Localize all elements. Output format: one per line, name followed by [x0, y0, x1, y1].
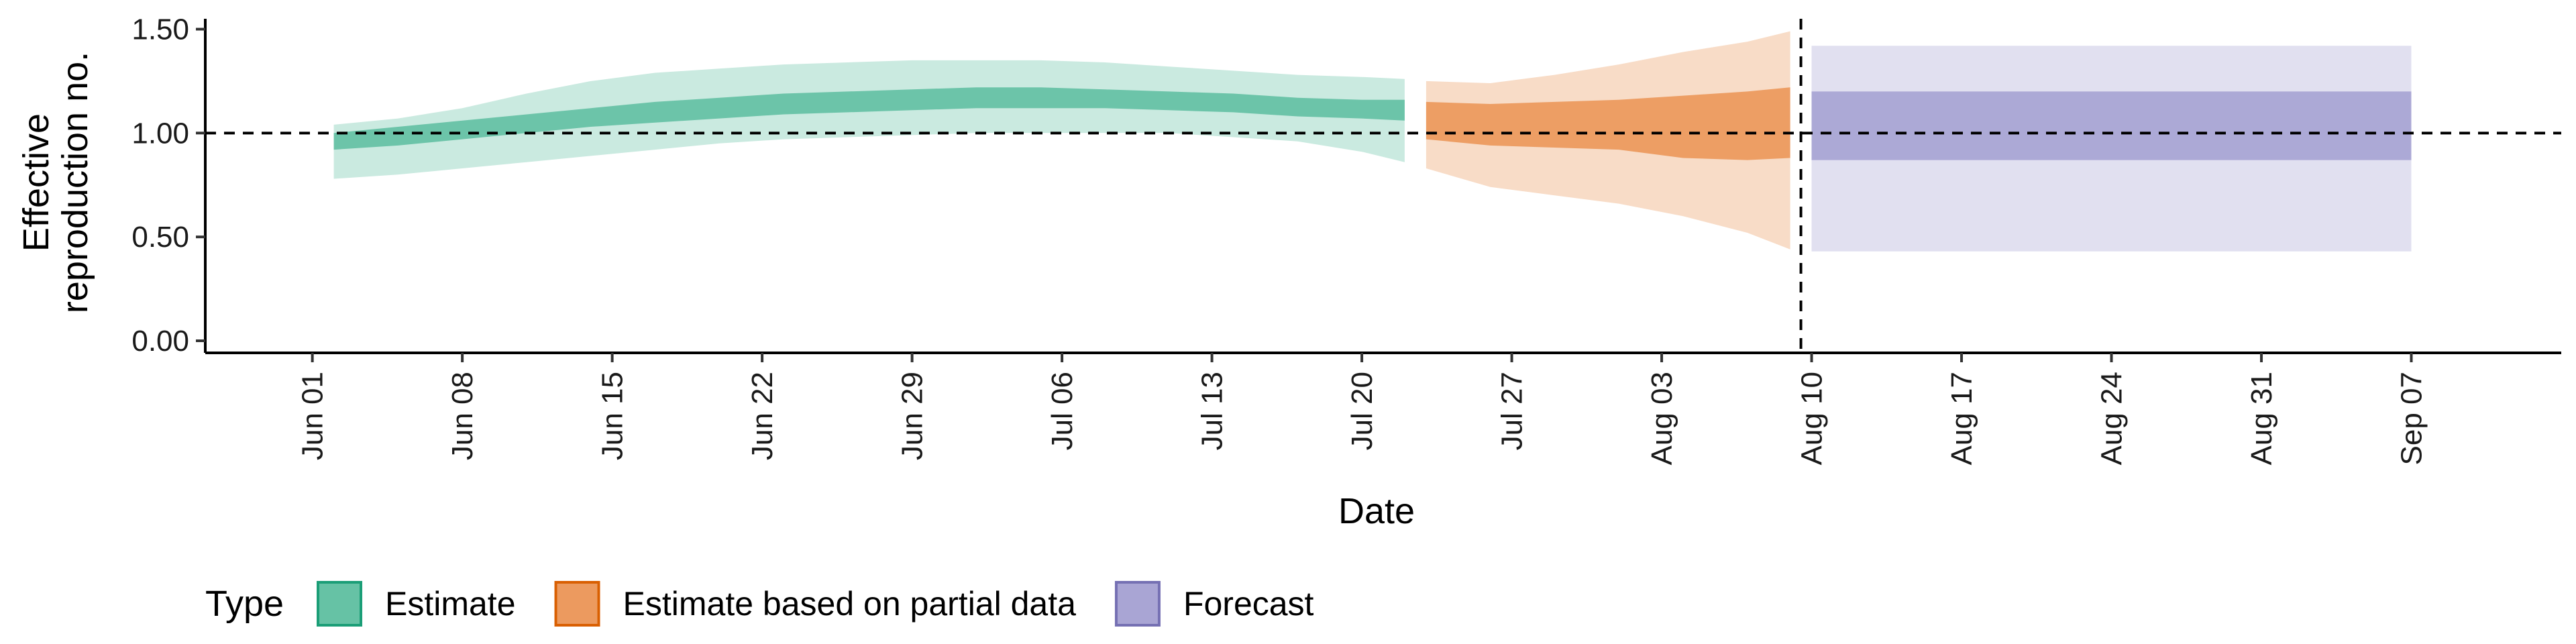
y-tick-label: 1.50	[131, 13, 189, 46]
x-tick-label: Jul 20	[1346, 372, 1379, 450]
legend-swatch	[554, 581, 600, 627]
legend-swatch	[1114, 581, 1161, 627]
x-tick-label: Jul 13	[1196, 372, 1229, 450]
legend-title: Type	[205, 584, 284, 624]
x-axis-title: Date	[1338, 491, 1415, 531]
legend-label: Estimate	[385, 585, 516, 623]
ribbon-50-estimate	[333, 87, 1405, 150]
x-tick-label: Jun 22	[746, 372, 779, 460]
y-tick-label: 0.50	[131, 221, 189, 254]
y-tick-label: 1.00	[131, 117, 189, 150]
x-tick-label: Jun 08	[446, 372, 479, 460]
legend-label: Estimate based on partial data	[623, 585, 1077, 623]
x-tick-label: Aug 03	[1646, 372, 1678, 465]
ribbon-50-estimate-based-on-partial-data	[1426, 87, 1790, 160]
x-tick-label: Aug 17	[1945, 372, 1978, 465]
x-tick-label: Jun 15	[596, 372, 629, 460]
x-tick-label: Aug 31	[2245, 372, 2278, 465]
axes: 0.00 0.50 1.00 1.50 Jun 01 Jun 08 Jun 15 Jun 22…	[131, 13, 2561, 465]
legend: Type Estimate Estimate based on partial da…	[205, 581, 1314, 627]
x-tick-label: Jul 27	[1496, 372, 1529, 450]
ribbon-90-estimate	[333, 60, 1405, 179]
x-tick-label: Aug 10	[1796, 372, 1829, 465]
y-axis-title-line-2: reproduction no.	[55, 52, 95, 313]
ribbon-50-forecast	[1811, 91, 2412, 160]
y-tick-label: 0.00	[131, 325, 189, 358]
x-tick-label: Sep 07	[2396, 372, 2428, 465]
x-tick-label: Aug 24	[2096, 372, 2129, 465]
y-axis-title-line-1: Effective	[16, 113, 56, 252]
reference-lines	[205, 19, 2561, 353]
x-tick-label: Jun 29	[896, 372, 929, 460]
legend-swatch	[317, 581, 362, 627]
x-tick-label: Jun 01	[297, 372, 329, 460]
legend-label: Forecast	[1183, 585, 1314, 623]
x-tick-label: Jul 06	[1046, 372, 1079, 450]
ribbon-layer	[333, 31, 2412, 252]
